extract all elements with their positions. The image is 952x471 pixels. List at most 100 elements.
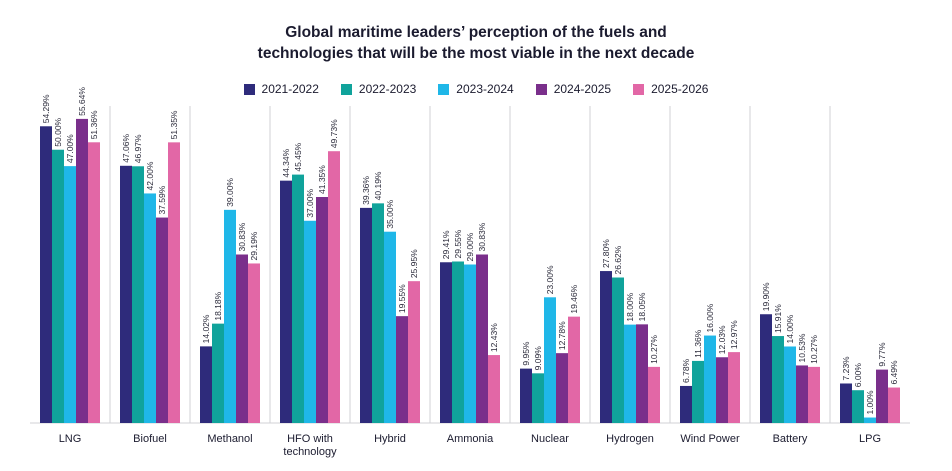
data-label: 39.36% <box>361 176 371 205</box>
data-label: 6.49% <box>889 360 899 385</box>
data-label: 45.45% <box>293 142 303 171</box>
bar <box>384 231 396 423</box>
bar <box>520 368 532 423</box>
data-label: 15.91% <box>773 304 783 333</box>
data-label: 12.97% <box>729 320 739 349</box>
bar <box>144 193 156 423</box>
bar <box>372 203 384 423</box>
bar <box>692 360 704 423</box>
bar <box>876 369 888 423</box>
bar <box>132 166 144 423</box>
bar <box>680 385 692 423</box>
bar <box>464 264 476 423</box>
legend-item-2025-2026: 2025-2026 <box>633 82 708 96</box>
bar <box>568 316 580 423</box>
bar <box>704 335 716 423</box>
category-label: Hybrid <box>374 433 406 445</box>
bar <box>52 149 64 424</box>
legend-swatch <box>438 83 450 95</box>
bar <box>772 336 784 423</box>
data-label: 10.27% <box>649 335 659 364</box>
data-label: 23.00% <box>545 265 555 294</box>
category-label: Hydrogen <box>606 433 654 445</box>
bar <box>304 220 316 423</box>
legend-item-2021-2022: 2021-2022 <box>243 82 319 96</box>
data-label: 1.00% <box>865 390 875 415</box>
category-label: Nuclear <box>531 433 569 445</box>
category-label: HFO with <box>287 433 333 445</box>
data-label: 27.80% <box>601 239 611 268</box>
bar <box>624 324 636 423</box>
bar <box>224 209 236 423</box>
bar <box>556 353 568 423</box>
data-label: 37.00% <box>305 189 315 218</box>
legend-label: 2021-2022 <box>261 82 319 96</box>
bar <box>808 366 820 423</box>
data-label: 51.36% <box>89 110 99 139</box>
data-label: 25.95% <box>409 249 419 278</box>
bar <box>280 180 292 423</box>
bar <box>156 217 168 423</box>
bar <box>212 323 224 423</box>
bar <box>784 346 796 423</box>
data-label: 12.43% <box>489 323 499 352</box>
data-label: 47.00% <box>65 134 75 163</box>
category-label: Ammonia <box>447 433 494 445</box>
legend-item-2023-2024: 2023-2024 <box>438 82 514 96</box>
data-label: 29.19% <box>249 231 259 260</box>
data-label: 19.90% <box>761 282 771 311</box>
bar <box>796 365 808 423</box>
bar <box>440 262 452 423</box>
bar <box>316 197 328 423</box>
bar <box>728 352 740 423</box>
data-label: 39.00% <box>225 178 235 207</box>
data-label: 30.83% <box>237 222 247 251</box>
legend-label: 2023-2024 <box>456 82 514 96</box>
category-label: Methanol <box>207 433 252 445</box>
data-label: 50.00% <box>53 117 63 146</box>
chart-title: Global maritime leaders’ perception of t… <box>0 22 952 64</box>
bar <box>248 263 260 423</box>
bar <box>396 316 408 423</box>
data-label: 10.27% <box>809 335 819 364</box>
bar <box>840 383 852 423</box>
chart-title-line-1: Global maritime leaders’ perception of t… <box>285 24 667 41</box>
data-label: 29.00% <box>465 232 475 261</box>
legend-label: 2022-2023 <box>358 82 417 96</box>
data-label: 26.62% <box>613 245 623 274</box>
data-label: 18.05% <box>637 292 647 321</box>
bar <box>488 355 500 423</box>
data-label: 10.53% <box>797 333 807 362</box>
bar <box>292 174 304 423</box>
bar <box>408 281 420 423</box>
legend-swatch <box>243 83 255 95</box>
bar <box>760 314 772 423</box>
bar <box>476 254 488 423</box>
category-label: Battery <box>773 433 808 445</box>
data-label: 19.46% <box>569 284 579 313</box>
category-label: Wind Power <box>680 433 740 445</box>
bar <box>636 324 648 423</box>
category-label: LNG <box>59 433 82 445</box>
bar <box>76 118 88 423</box>
data-label: 12.78% <box>557 321 567 350</box>
data-label: 6.78% <box>681 358 691 383</box>
data-label: 46.97% <box>133 134 143 163</box>
data-label: 35.00% <box>385 199 395 228</box>
bar <box>452 261 464 423</box>
data-label: 54.29% <box>41 94 51 123</box>
bar <box>168 142 180 423</box>
bar <box>40 126 52 423</box>
data-label: 44.34% <box>281 148 291 177</box>
data-label: 30.83% <box>477 222 487 251</box>
data-label: 29.41% <box>441 230 451 259</box>
data-label: 51.35% <box>169 110 179 139</box>
legend-item-2024-2025: 2024-2025 <box>535 82 611 96</box>
chart-title-line-2: technologies that will be the most viabl… <box>257 45 695 62</box>
category-label: technology <box>283 446 337 458</box>
bar <box>532 373 544 423</box>
data-label: 40.19% <box>373 171 383 200</box>
data-label: 14.02% <box>201 314 211 343</box>
data-label: 9.95% <box>521 341 531 366</box>
bar <box>852 390 864 423</box>
